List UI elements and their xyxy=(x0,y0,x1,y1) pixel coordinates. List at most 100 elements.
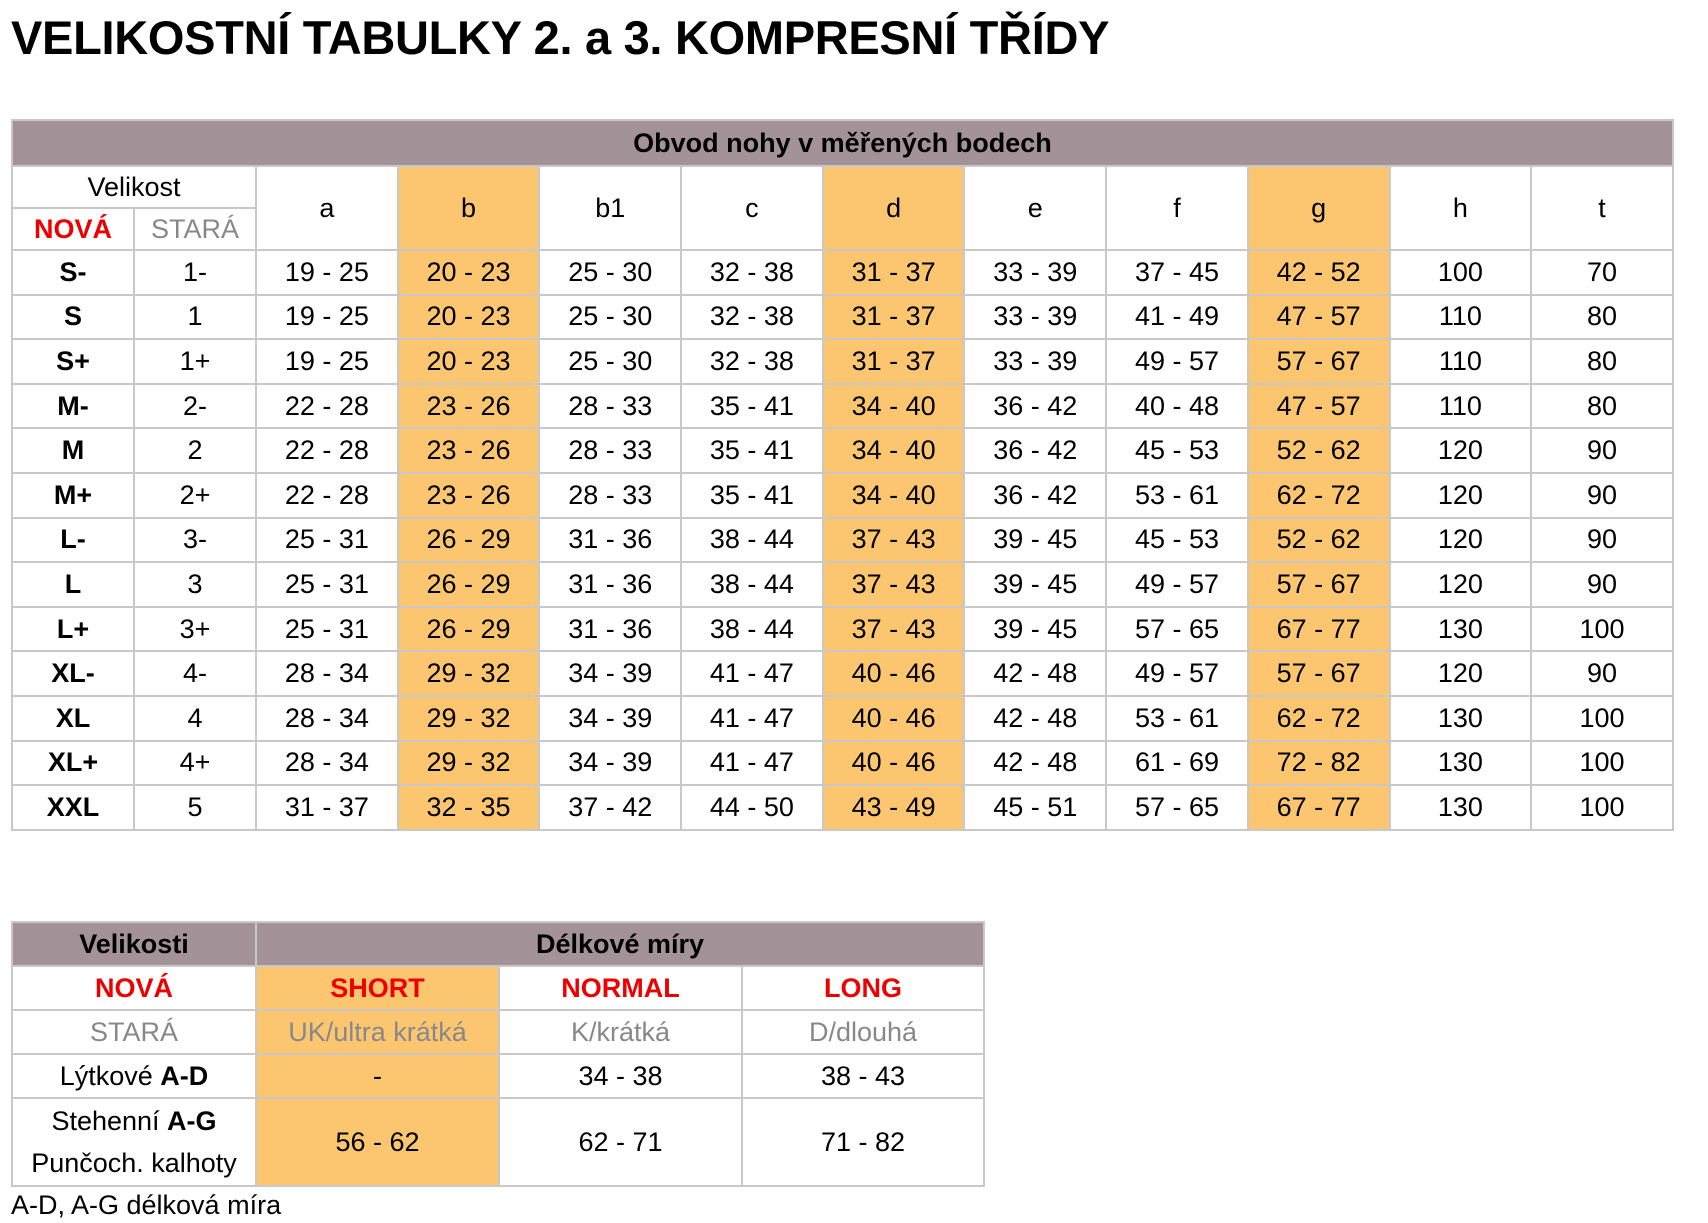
value-cell-t: 100 xyxy=(1530,784,1674,831)
value-cell-b: 29 - 32 xyxy=(396,694,541,742)
value-cell-e: 33 - 39 xyxy=(963,338,1108,385)
value-cell-g: 72 - 82 xyxy=(1246,739,1391,787)
value-cell-g: 52 - 62 xyxy=(1246,427,1391,474)
thigh-short: 56 - 62 xyxy=(255,1097,500,1187)
size-header: Velikost xyxy=(11,165,257,209)
table-row: M- 2- 22 - 28 23 - 26 28 - 33 35 - 41 34 - 40 3… xyxy=(11,382,1674,430)
old-size-cell: 3 xyxy=(133,561,257,608)
new-size-cell: M xyxy=(11,427,135,474)
old-short: UK/ultra krátká xyxy=(255,1009,500,1055)
value-cell-b: 26 - 29 xyxy=(396,561,541,608)
value-cell-a: 25 - 31 xyxy=(255,605,399,653)
value-cell-d: 34 - 40 xyxy=(821,382,966,430)
old-size-cell: 1- xyxy=(133,249,257,296)
value-cell-a: 28 - 34 xyxy=(255,739,399,787)
value-cell-d: 37 - 43 xyxy=(821,516,966,564)
value-cell-a: 25 - 31 xyxy=(255,561,399,608)
old-size-cell: 4- xyxy=(133,650,257,697)
value-cell-c: 41 - 47 xyxy=(680,739,824,787)
value-cell-h: 120 xyxy=(1388,650,1533,697)
value-cell-b: 26 - 29 xyxy=(396,516,541,564)
value-cell-b: 20 - 23 xyxy=(396,249,541,296)
value-cell-c: 32 - 38 xyxy=(680,249,824,296)
value-cell-g: 42 - 52 xyxy=(1246,249,1391,296)
column-header-t: t xyxy=(1530,165,1674,251)
column-header-c: c xyxy=(680,165,824,251)
short-label: SHORT xyxy=(255,965,500,1011)
value-cell-c: 35 - 41 xyxy=(680,382,824,430)
table-row: XL- 4- 28 - 34 29 - 32 34 - 39 41 - 47 40 - 46… xyxy=(11,650,1674,697)
value-cell-c: 41 - 47 xyxy=(680,650,824,697)
value-cell-b: 23 - 26 xyxy=(396,471,541,519)
value-cell-a: 31 - 37 xyxy=(255,784,399,831)
new-size-cell: S xyxy=(11,293,135,341)
thigh-normal: 62 - 71 xyxy=(498,1097,743,1187)
value-cell-h: 130 xyxy=(1388,694,1533,742)
value-cell-d: 43 - 49 xyxy=(821,784,966,831)
value-cell-b1: 28 - 33 xyxy=(538,382,683,430)
value-cell-h: 120 xyxy=(1388,471,1533,519)
old-size-cell: 1 xyxy=(133,293,257,341)
new-size-cell: XL xyxy=(11,694,135,742)
old-size-cell: 4+ xyxy=(133,739,257,787)
value-cell-c: 32 - 38 xyxy=(680,338,824,385)
value-cell-t: 80 xyxy=(1530,293,1674,341)
value-cell-d: 31 - 37 xyxy=(821,338,966,385)
value-cell-g: 57 - 67 xyxy=(1246,650,1391,697)
value-cell-g: 47 - 57 xyxy=(1246,382,1391,430)
value-cell-a: 19 - 25 xyxy=(255,338,399,385)
normal-label: NORMAL xyxy=(498,965,743,1011)
value-cell-a: 28 - 34 xyxy=(255,650,399,697)
column-header-h: h xyxy=(1388,165,1533,251)
thigh-label-2: Punčoch. kalhoty xyxy=(31,1148,237,1178)
calf-short: - xyxy=(255,1053,500,1099)
value-cell-b1: 28 - 33 xyxy=(538,471,683,519)
new-size-cell: XL- xyxy=(11,650,135,697)
old-long: D/dlouhá xyxy=(740,1009,986,1055)
value-cell-b1: 31 - 36 xyxy=(538,516,683,564)
value-cell-d: 34 - 40 xyxy=(821,427,966,474)
value-cell-c: 41 - 47 xyxy=(680,694,824,742)
value-cell-t: 90 xyxy=(1530,561,1674,608)
old-size-cell: 2- xyxy=(133,382,257,430)
value-cell-h: 100 xyxy=(1388,249,1533,296)
value-cell-d: 34 - 40 xyxy=(821,471,966,519)
value-cell-a: 28 - 34 xyxy=(255,694,399,742)
calf-normal: 34 - 38 xyxy=(498,1053,743,1099)
new-size-cell: L xyxy=(11,561,135,608)
column-header-a: a xyxy=(255,165,399,251)
value-cell-f: 49 - 57 xyxy=(1105,338,1249,385)
value-cell-f: 53 - 61 xyxy=(1105,694,1249,742)
thigh-label-bold: A-G xyxy=(167,1106,217,1136)
sizes-header: Velikosti xyxy=(11,921,257,967)
table-row: M 2 22 - 28 23 - 26 28 - 33 35 - 41 34 - 40 36 … xyxy=(11,427,1674,474)
table-caption: Obvod nohy v měřených bodech xyxy=(11,119,1674,167)
value-cell-c: 35 - 41 xyxy=(680,471,824,519)
column-header-e: e xyxy=(963,165,1108,251)
value-cell-c: 35 - 41 xyxy=(680,427,824,474)
value-cell-e: 39 - 45 xyxy=(963,605,1108,653)
value-cell-g: 62 - 72 xyxy=(1246,694,1391,742)
old-label: STARÁ xyxy=(11,1009,257,1055)
value-cell-b1: 37 - 42 xyxy=(538,784,683,831)
value-cell-d: 40 - 46 xyxy=(821,694,966,742)
old-size-header: STARÁ xyxy=(133,207,257,251)
new-size-cell: L- xyxy=(11,516,135,564)
value-cell-t: 70 xyxy=(1530,249,1674,296)
value-cell-t: 90 xyxy=(1530,471,1674,519)
new-size-cell: L+ xyxy=(11,605,135,653)
table-row: L- 3- 25 - 31 26 - 29 31 - 36 38 - 44 37 - 43 3… xyxy=(11,516,1674,564)
column-header-b: b xyxy=(396,165,541,251)
new-size-header: NOVÁ xyxy=(11,207,135,251)
value-cell-f: 49 - 57 xyxy=(1105,650,1249,697)
value-cell-b: 26 - 29 xyxy=(396,605,541,653)
value-cell-f: 53 - 61 xyxy=(1105,471,1249,519)
value-cell-b1: 31 - 36 xyxy=(538,561,683,608)
value-cell-h: 110 xyxy=(1388,338,1533,385)
value-cell-a: 25 - 31 xyxy=(255,516,399,564)
value-cell-t: 80 xyxy=(1530,338,1674,385)
value-cell-h: 110 xyxy=(1388,382,1533,430)
value-cell-e: 36 - 42 xyxy=(963,382,1108,430)
value-cell-b: 32 - 35 xyxy=(396,784,541,831)
